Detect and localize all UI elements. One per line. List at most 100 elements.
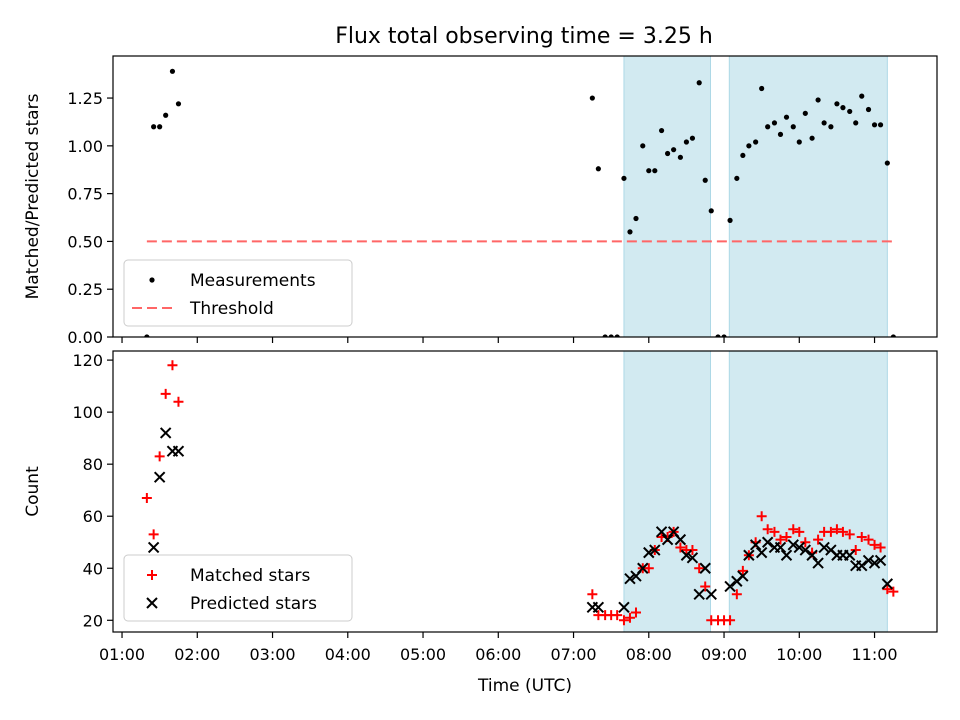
measurement-point [683,139,690,145]
plot-area [144,68,896,337]
x-tick-label: 11:00 [851,645,897,664]
matched-star-point [775,534,786,545]
x-tick-label: 10:00 [776,645,822,664]
measurement-point [151,124,157,130]
legend-matched-label: Matched stars [190,566,310,586]
measurement-point [847,108,853,115]
matched-star-point [173,396,184,407]
observing-band [728,350,888,633]
y-axis-label: Matched/Predicted stars [23,93,43,299]
legend: Measurements Threshold [123,259,353,327]
axes-frame [112,55,938,338]
predicted-star-point [649,544,661,556]
matched-star-point [731,589,742,600]
measurement-point [696,80,702,86]
measurement-point [721,334,727,337]
predicted-star-point [749,539,762,551]
predicted-star-point [643,546,655,559]
measurement-point [771,120,778,126]
measurement-point [658,127,665,134]
matched-star-point [725,615,736,626]
measurement-point [815,97,821,103]
matched-star-point [167,360,178,371]
matched-star-point [837,526,848,537]
predicted-star-point [680,549,693,561]
measurement-point [796,139,802,145]
measurement-point [877,122,884,128]
predicted-star-point [774,541,787,554]
predicted-star-point [874,554,887,567]
top-panel: 0.00 0.25 0.50 0.75 1.00 1.25 Matched/Predicte… [23,55,938,347]
matched-star-point [781,532,792,543]
measurement-point [890,334,896,337]
matched-star-point [141,493,152,504]
matched-star-point [813,534,824,545]
measurement-point [715,334,721,337]
matched-star-point [694,563,705,574]
predicted-star-point [172,445,185,457]
predicted-star-point [881,578,894,590]
measurement-point [783,114,790,120]
measurement-point [734,175,740,181]
matched-star-point [587,589,598,600]
legend-measurement-marker [149,277,155,283]
matched-star-point [154,451,165,462]
predicted-star-point [818,541,830,554]
measurement-point [608,334,614,337]
predicted-star-point [737,570,749,582]
legend-box [123,554,353,622]
measurement-point [746,143,752,149]
measurement-point [753,139,759,145]
legend-predicted-label: Predicted stars [190,594,317,614]
measurement-point [740,152,746,159]
predicted-star-point [159,427,172,439]
measurement-point [677,154,683,160]
x-tick-label: 07:00 [550,645,596,664]
matched-star-point [800,537,811,548]
matched-star-point [844,529,855,540]
matched-star-point [700,581,711,592]
measurement-point [840,105,846,111]
matched-star-point [850,545,861,556]
matched-star-point [856,532,867,543]
predicted-star-point [868,557,881,569]
legend: Matched stars Predicted stars [123,554,353,622]
legend-threshold-label: Threshold [189,299,274,319]
matched-star-point [630,607,641,618]
predicted-star-point [592,601,605,613]
measurement-point [646,168,652,174]
legend-matched-marker [147,570,157,580]
observing-band [623,55,711,338]
matched-star-point [148,529,159,540]
chart-title: Flux total observing time = 3.25 h [335,24,713,49]
measurement-point [665,150,671,157]
predicted-star-point [856,559,868,572]
legend-predicted-marker [146,597,158,609]
observing-band [623,350,711,633]
y-tick-label: 0.75 [67,185,103,204]
predicted-star-point [743,549,755,561]
measurement-point [621,175,627,181]
measurement-point [627,229,633,235]
predicted-star-point [793,541,805,554]
matched-star-point [882,584,893,595]
y-axis-label: Count [23,466,43,517]
measurement-point [702,177,708,183]
predicted-star-point [637,562,649,574]
measurement-point [790,124,796,130]
measurement-point [759,85,765,92]
matched-star-point [863,534,874,545]
matched-star-point [687,545,698,556]
predicted-star-point [699,562,711,574]
legend-box [123,259,353,327]
predicted-star-point [780,549,793,561]
y-tick-label: 0.25 [67,280,103,299]
measurement-point [163,112,169,118]
x-tick-label: 05:00 [400,645,446,664]
measurement-point [175,101,182,107]
y-tick-label: 0.50 [67,232,103,251]
matched-star-point [624,612,635,623]
matched-star-point [160,388,171,399]
predicted-star-point [655,526,668,538]
measurement-point [727,217,733,223]
